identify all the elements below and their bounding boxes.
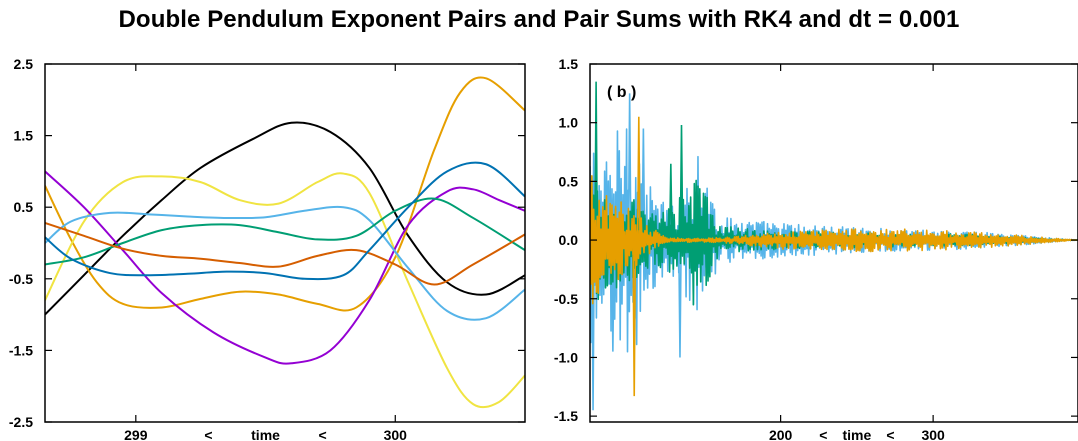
- x-label-part-b-3: <: [886, 427, 894, 441]
- page-title: Double Pendulum Exponent Pairs and Pair …: [118, 6, 960, 33]
- series-spike-b-1-0: [594, 81, 599, 241]
- x-label-part-a-4: 300: [384, 427, 408, 441]
- plot-area-a: [45, 76, 525, 409]
- series-line-a-5: [45, 197, 525, 266]
- series-spike-b-1-1: [679, 125, 684, 241]
- x-label-part-b-4: 300: [921, 427, 945, 441]
- series-spike-b-2-1: [636, 116, 641, 241]
- series-trace-b-2: [590, 175, 1078, 305]
- series-line-a-1: [45, 76, 525, 312]
- y-tick-label-b-6: 1.5: [559, 56, 579, 72]
- y-tick-label-a-2: -0.5: [9, 271, 33, 287]
- x-label-part-a-3: <: [319, 427, 327, 441]
- series-spike-b-2-0: [632, 240, 637, 397]
- plot-frame-a: [44, 63, 526, 423]
- y-tick-label-a-1: -1.5: [9, 342, 33, 358]
- series-spike-b-0-2: [677, 240, 682, 358]
- series-line-a-4: [45, 205, 525, 321]
- series-spike-b-0-1: [627, 93, 632, 241]
- panel-label-b: ( b ): [607, 84, 636, 101]
- chart-panel-a: -2.5 -1.5 -0.5 0.5 1.5 2.5 299 < time <300: [9, 56, 526, 441]
- chart-panel-b: -1.5 -1.0 -0.5 0.0 0.5 1.0 1.5 200 < time <300 ( b …: [554, 56, 1078, 441]
- series-line-a-7: [45, 161, 525, 281]
- y-tick-label-a-3: 0.5: [14, 199, 34, 215]
- y-tick-label-a-4: 1.5: [14, 128, 34, 144]
- x-label-part-b-1: <: [819, 427, 827, 441]
- series-line-a-3: [45, 170, 525, 365]
- x-label-part-b-0: 200: [769, 427, 793, 441]
- plot-area-b: [590, 81, 1078, 411]
- y-tick-label-b-4: 0.5: [559, 173, 579, 189]
- series-line-a-0: [45, 121, 525, 316]
- y-tick-label-b-1: -1.0: [554, 349, 578, 365]
- y-tick-label-b-5: 1.0: [559, 115, 579, 131]
- x-label-part-a-0: 299: [124, 427, 148, 441]
- x-label-part-b-2: time: [842, 427, 871, 441]
- y-tick-label-b-0: -1.5: [554, 408, 578, 424]
- series-spike-b-0-3: [641, 128, 646, 241]
- x-label-part-a-2: time: [251, 427, 280, 441]
- y-tick-label-a-5: 2.5: [14, 56, 34, 72]
- series-line-a-2: [45, 172, 525, 409]
- x-label-part-a-1: <: [204, 427, 212, 441]
- y-tick-label-b-2: -0.5: [554, 291, 578, 307]
- y-tick-label-b-3: 0.0: [559, 232, 579, 248]
- y-tick-label-a-0: -2.5: [9, 414, 33, 430]
- series-line-a-6: [45, 222, 525, 286]
- plot-frame-b: [589, 63, 1078, 423]
- series-spike-b-1-2: [668, 163, 673, 241]
